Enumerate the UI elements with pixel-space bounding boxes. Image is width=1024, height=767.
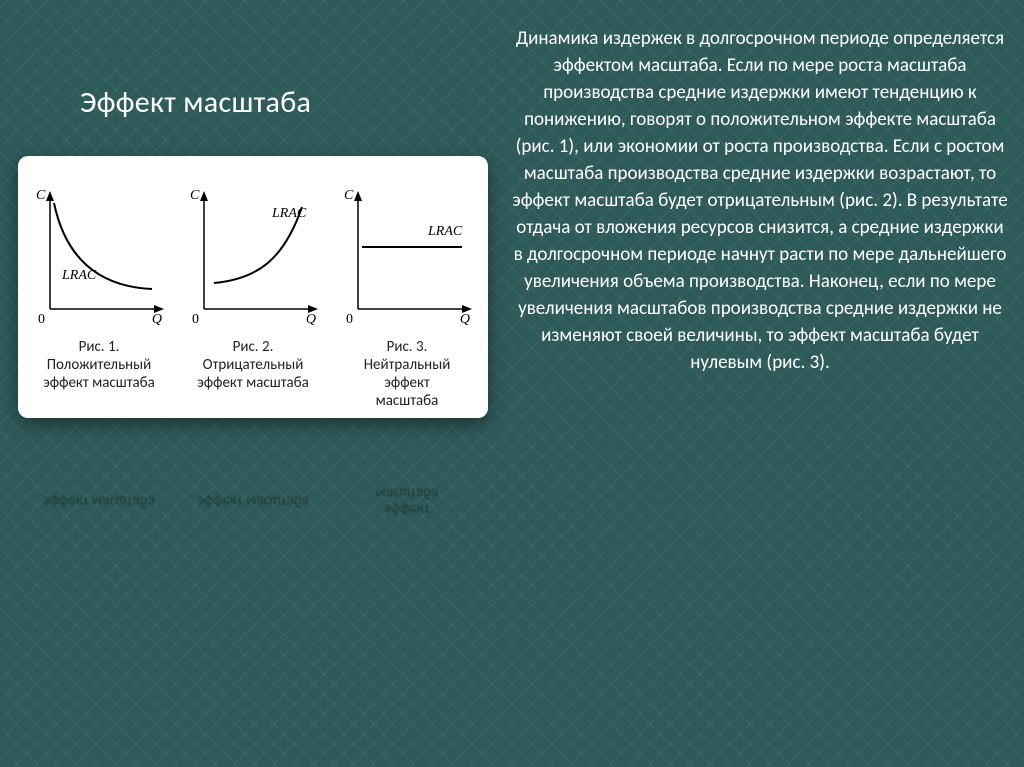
svg-text:0: 0 bbox=[38, 312, 45, 327]
charts-row: C Q 0 LRAC Рис. 1. Положительный эффект масш… bbox=[24, 166, 482, 410]
reflection-caption-2: эффект масштаба bbox=[178, 482, 328, 520]
chart-2: C Q 0 LRAC Рис. 2. Отрицательный эффект масш… bbox=[178, 166, 328, 410]
svg-text:C: C bbox=[190, 188, 200, 203]
svg-text:LRAC: LRAC bbox=[271, 206, 307, 221]
chart-caption-3: Рис. 3. Нейтральный эффект масштаба bbox=[364, 338, 451, 410]
chart-caption-2: Рис. 2. Отрицательный эффект масштаба bbox=[197, 338, 309, 392]
svg-text:C: C bbox=[344, 188, 354, 203]
svg-text:Q: Q bbox=[152, 312, 162, 327]
svg-text:Q: Q bbox=[460, 312, 470, 327]
chart-caption-1: Рис. 1. Положительный эффект масштаба bbox=[43, 338, 155, 392]
svg-text:Q: Q bbox=[306, 312, 316, 327]
reflection-caption-1: эффект масштаба bbox=[24, 482, 174, 520]
chart-3: C Q 0 LRAC Рис. 3. Нейтральный эффект масшта… bbox=[332, 166, 482, 410]
svg-text:LRAC: LRAC bbox=[61, 268, 97, 283]
slide-title: Эффект масштаба bbox=[80, 84, 311, 121]
svg-text:0: 0 bbox=[192, 312, 199, 327]
svg-text:C: C bbox=[36, 188, 46, 203]
slide-body: Динамика издержек в долгосрочном периоде… bbox=[510, 26, 1010, 377]
reflection-caption-3: эффект масштаба bbox=[332, 482, 482, 520]
svg-text:LRAC: LRAC bbox=[427, 224, 463, 239]
card-reflection: эффект масштабаэффект масштабаэффект мас… bbox=[18, 482, 488, 520]
chart-1: C Q 0 LRAC Рис. 1. Положительный эффект масш… bbox=[24, 166, 174, 410]
svg-text:0: 0 bbox=[346, 312, 353, 327]
charts-card: C Q 0 LRAC Рис. 1. Положительный эффект масш… bbox=[18, 156, 488, 418]
